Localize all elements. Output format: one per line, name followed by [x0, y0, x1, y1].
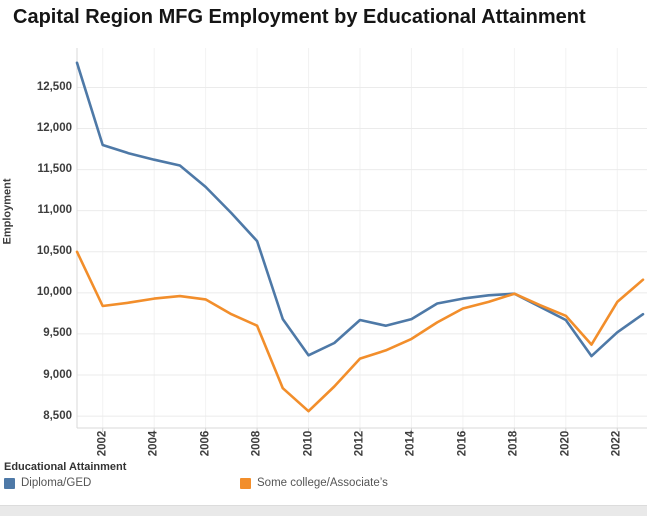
- x-tick-label: 2014: [404, 430, 417, 457]
- legend-items: Diploma/GED Some college/Associate’s: [4, 477, 624, 492]
- legend-swatch-some-college: [240, 477, 251, 489]
- y-tick-label: 9,500: [43, 327, 72, 340]
- legend: Educational Attainment Diploma/GED Some …: [4, 461, 624, 492]
- y-tick-label: 12,500: [36, 80, 72, 93]
- x-tick-label: 2018: [507, 430, 520, 457]
- y-tick-label: 11,500: [37, 163, 72, 176]
- x-tick-label: 2016: [456, 430, 469, 457]
- x-tick-label: 2020: [559, 430, 572, 457]
- x-tick-label: 2012: [353, 430, 366, 457]
- series-line-some-college[interactable]: [75, 250, 645, 413]
- x-tick-label: 2006: [199, 430, 212, 457]
- legend-title: Educational Attainment: [4, 461, 127, 473]
- x-tick-label: 2022: [610, 430, 623, 457]
- y-tick-label: 12,000: [36, 122, 72, 135]
- window-edge-strip: [0, 505, 647, 516]
- y-tick-label: 9,000: [43, 368, 72, 381]
- series-line-diploma-ged[interactable]: [75, 61, 645, 358]
- x-tick-label: 2002: [96, 430, 109, 457]
- legend-item-diploma-ged[interactable]: Diploma/GED: [4, 477, 91, 489]
- y-tick-label: 8,500: [43, 409, 72, 422]
- legend-item-some-college[interactable]: Some college/Associate’s: [240, 477, 388, 489]
- chart-title: Capital Region MFG Employment by Educati…: [13, 6, 586, 28]
- y-tick-label: 10,000: [36, 286, 72, 299]
- legend-swatch-diploma-ged: [4, 477, 15, 489]
- x-tick-label: 2004: [147, 430, 160, 457]
- y-tick-label: 10,500: [36, 245, 72, 258]
- legend-item-label: Some college/Associate’s: [257, 477, 388, 489]
- x-tick-label: 2008: [250, 430, 263, 457]
- legend-item-label: Diploma/GED: [21, 477, 92, 489]
- y-tick-label: 11,000: [37, 204, 72, 217]
- x-tick-label: 2010: [302, 430, 315, 457]
